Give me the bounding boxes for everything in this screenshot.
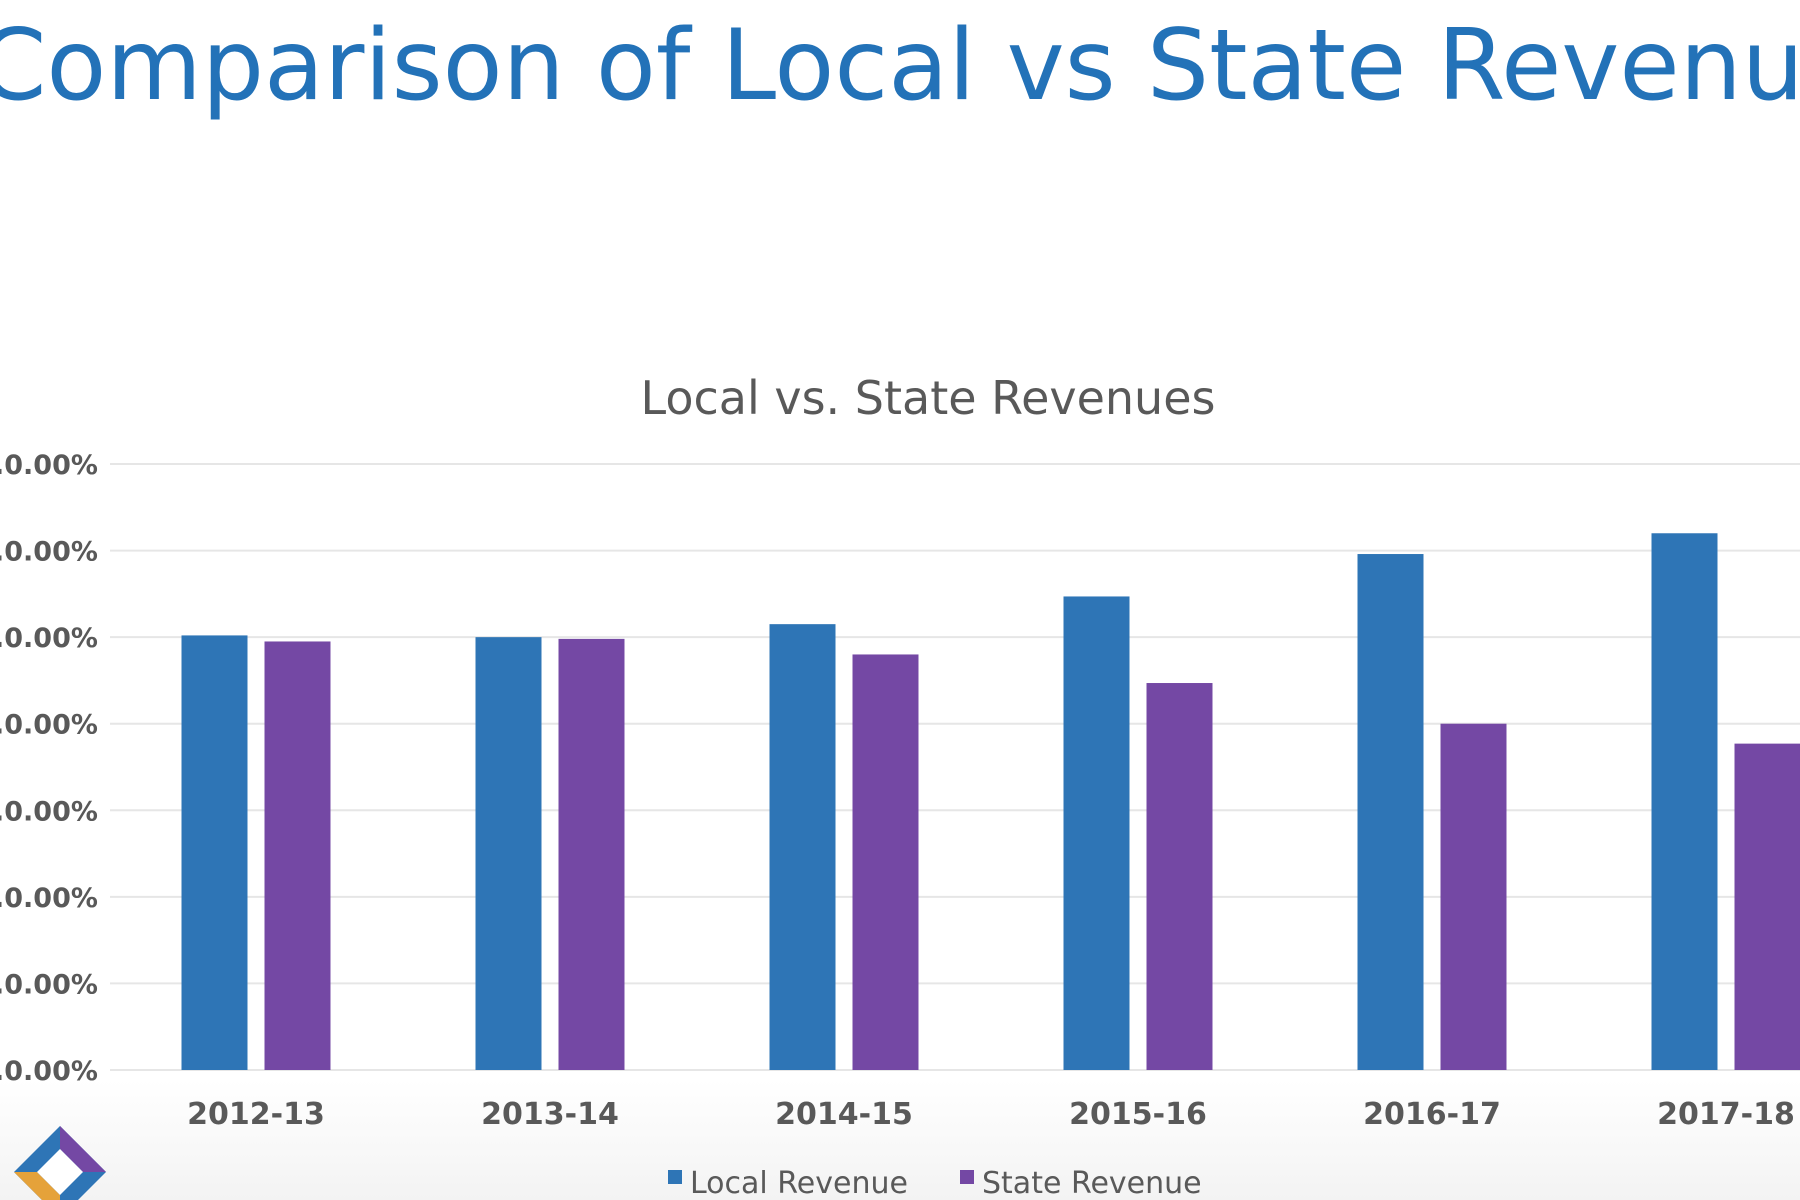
bar-local-2016-17 bbox=[1357, 554, 1424, 1070]
y-tick-label: .0.00% bbox=[0, 623, 98, 654]
legend-swatch-local bbox=[668, 1170, 682, 1184]
bar-local-2014-15 bbox=[769, 624, 836, 1070]
bar-state-2012-13 bbox=[264, 641, 331, 1070]
x-tick-label: 2014-15 bbox=[775, 1097, 913, 1132]
bar-local-2012-13 bbox=[181, 635, 248, 1070]
y-tick-label: .0.00% bbox=[0, 710, 98, 741]
bar-state-2013-14 bbox=[558, 638, 625, 1070]
y-tick-label: .0.00% bbox=[0, 450, 98, 481]
bar-local-2015-16 bbox=[1063, 596, 1130, 1070]
bar-state-2017-18 bbox=[1734, 743, 1800, 1070]
legend-label-state: State Revenue bbox=[982, 1166, 1202, 1200]
slide-title: Comparison of Local vs State Revenues bbox=[0, 9, 1800, 123]
x-tick-label: 2015-16 bbox=[1069, 1097, 1207, 1132]
legend-swatch-state bbox=[960, 1170, 974, 1184]
multicolor-diamond-logo-icon bbox=[14, 1126, 106, 1200]
y-tick-label: .0.00% bbox=[0, 537, 98, 568]
x-tick-label: 2016-17 bbox=[1363, 1097, 1501, 1132]
legend: Local Revenue State Revenue bbox=[668, 1166, 1202, 1200]
y-tick-label: .0.00% bbox=[0, 796, 98, 827]
x-tick-label: 2012-13 bbox=[187, 1097, 325, 1132]
y-tick-label: .0.00% bbox=[0, 1056, 98, 1087]
legend-label-local: Local Revenue bbox=[690, 1166, 908, 1200]
x-tick-label: 2013-14 bbox=[481, 1097, 619, 1132]
x-axis-ticks: 2012-13 2013-14 2014-15 2015-16 2016-17 2017-… bbox=[187, 1097, 1795, 1132]
bar-state-2014-15 bbox=[852, 654, 919, 1070]
y-axis-ticks: .0.00% .0.00% .0.00% .0.00% .0.00% .0.00% .0.0… bbox=[0, 450, 98, 1087]
gridlines bbox=[110, 463, 1800, 1071]
y-tick-label: .0.00% bbox=[0, 883, 98, 914]
bar-state-2015-16 bbox=[1146, 683, 1213, 1070]
x-tick-label: 2017-18 bbox=[1657, 1097, 1795, 1132]
bar-local-2017-18 bbox=[1651, 533, 1718, 1070]
y-tick-label: .0.00% bbox=[0, 969, 98, 1000]
bars bbox=[181, 533, 1800, 1070]
bar-local-2013-14 bbox=[475, 637, 542, 1070]
bar-state-2016-17 bbox=[1440, 723, 1507, 1070]
chart-title: Local vs. State Revenues bbox=[641, 371, 1216, 425]
